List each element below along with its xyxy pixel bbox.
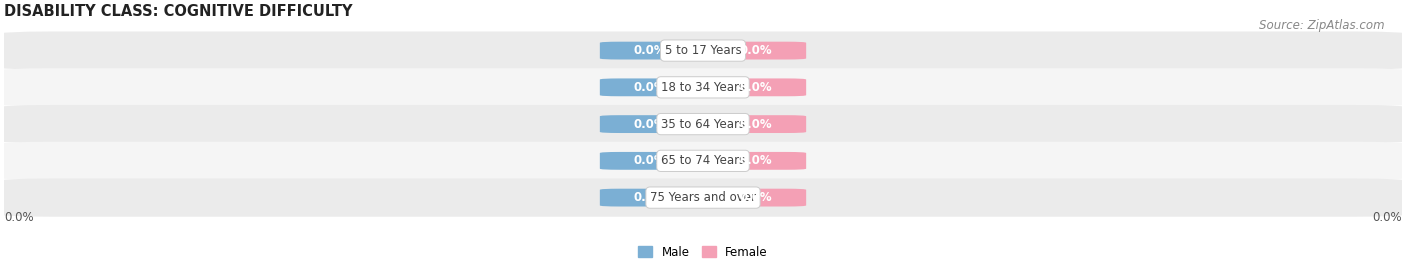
FancyBboxPatch shape (600, 152, 700, 170)
Text: 0.0%: 0.0% (1372, 211, 1402, 224)
Text: 65 to 74 Years: 65 to 74 Years (661, 154, 745, 167)
FancyBboxPatch shape (706, 189, 806, 207)
FancyBboxPatch shape (0, 179, 1406, 217)
Legend: Male, Female: Male, Female (634, 241, 772, 263)
FancyBboxPatch shape (600, 115, 700, 133)
FancyBboxPatch shape (706, 79, 806, 96)
FancyBboxPatch shape (600, 189, 700, 207)
Text: 18 to 34 Years: 18 to 34 Years (661, 81, 745, 94)
FancyBboxPatch shape (600, 42, 700, 59)
Text: 0.0%: 0.0% (634, 191, 666, 204)
Text: 0.0%: 0.0% (634, 81, 666, 94)
Text: 75 Years and over: 75 Years and over (650, 191, 756, 204)
Text: 0.0%: 0.0% (634, 44, 666, 57)
Text: 0.0%: 0.0% (740, 154, 772, 167)
Text: Source: ZipAtlas.com: Source: ZipAtlas.com (1260, 19, 1385, 32)
Text: DISABILITY CLASS: COGNITIVE DIFFICULTY: DISABILITY CLASS: COGNITIVE DIFFICULTY (4, 4, 353, 19)
Text: 35 to 64 Years: 35 to 64 Years (661, 118, 745, 130)
FancyBboxPatch shape (706, 115, 806, 133)
Text: 0.0%: 0.0% (4, 211, 34, 224)
Text: 0.0%: 0.0% (740, 118, 772, 130)
Text: 0.0%: 0.0% (634, 118, 666, 130)
FancyBboxPatch shape (0, 31, 1406, 70)
FancyBboxPatch shape (706, 152, 806, 170)
Text: 5 to 17 Years: 5 to 17 Years (665, 44, 741, 57)
FancyBboxPatch shape (600, 79, 700, 96)
FancyBboxPatch shape (0, 142, 1406, 180)
FancyBboxPatch shape (0, 68, 1406, 107)
Text: 0.0%: 0.0% (740, 81, 772, 94)
Text: 0.0%: 0.0% (740, 44, 772, 57)
Text: 0.0%: 0.0% (634, 154, 666, 167)
FancyBboxPatch shape (706, 42, 806, 59)
Text: 0.0%: 0.0% (740, 191, 772, 204)
FancyBboxPatch shape (0, 105, 1406, 143)
